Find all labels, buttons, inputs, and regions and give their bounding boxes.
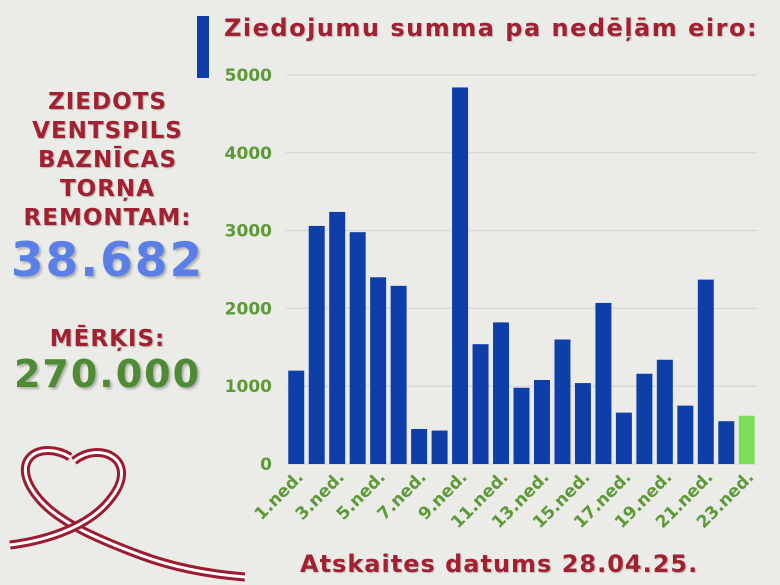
bar-20.ned. bbox=[677, 405, 694, 464]
bar-14.ned. bbox=[554, 339, 571, 464]
y-tick-label: 2000 bbox=[225, 299, 272, 319]
bar-16.ned. bbox=[595, 302, 612, 464]
bar-17.ned. bbox=[615, 412, 632, 464]
goal-value: 270.000 bbox=[13, 352, 202, 396]
bar-1.ned. bbox=[288, 370, 305, 464]
bar-23.ned. bbox=[738, 415, 755, 464]
donation-summary: ZIEDOTS VENTSPILS BAZNĪCAS TORŅA REMONTA… bbox=[0, 88, 215, 396]
report-date: Atskaites datums 28.04.25. bbox=[300, 550, 699, 578]
bar-2.ned. bbox=[308, 225, 325, 464]
y-tick-label: 4000 bbox=[225, 144, 272, 164]
bar-11.ned. bbox=[493, 322, 510, 464]
y-tick-label: 1000 bbox=[225, 377, 272, 397]
goal-label: MĒRĶIS: bbox=[49, 326, 166, 352]
bar-18.ned. bbox=[636, 373, 653, 464]
bar-19.ned. bbox=[656, 359, 673, 464]
bar-3.ned. bbox=[329, 211, 346, 464]
bar-6.ned. bbox=[390, 285, 407, 464]
bar-13.ned. bbox=[533, 379, 550, 464]
bar-5.ned. bbox=[370, 277, 387, 464]
title-accent-bar bbox=[197, 16, 209, 78]
donated-label: ZIEDOTS VENTSPILS BAZNĪCAS TORŅA REMONTA… bbox=[23, 89, 192, 231]
y-tick-label: 3000 bbox=[225, 222, 272, 242]
bar-9.ned. bbox=[452, 87, 469, 464]
donated-value: 38.682 bbox=[10, 233, 205, 288]
latvian-ribbon-heart-icon bbox=[9, 446, 245, 582]
y-tick-label: 5000 bbox=[225, 66, 272, 86]
bar-8.ned. bbox=[431, 430, 448, 464]
bar-22.ned. bbox=[718, 421, 735, 464]
bar-12.ned. bbox=[513, 387, 530, 464]
y-tick-label: 0 bbox=[260, 455, 272, 475]
bar-4.ned. bbox=[349, 232, 366, 464]
chart-title: Ziedojumu summa pa nedēļām eiro: bbox=[224, 14, 759, 42]
bar-21.ned. bbox=[697, 279, 714, 464]
bar-10.ned. bbox=[472, 344, 489, 464]
bar-7.ned. bbox=[411, 428, 428, 464]
bar-15.ned. bbox=[574, 383, 591, 464]
